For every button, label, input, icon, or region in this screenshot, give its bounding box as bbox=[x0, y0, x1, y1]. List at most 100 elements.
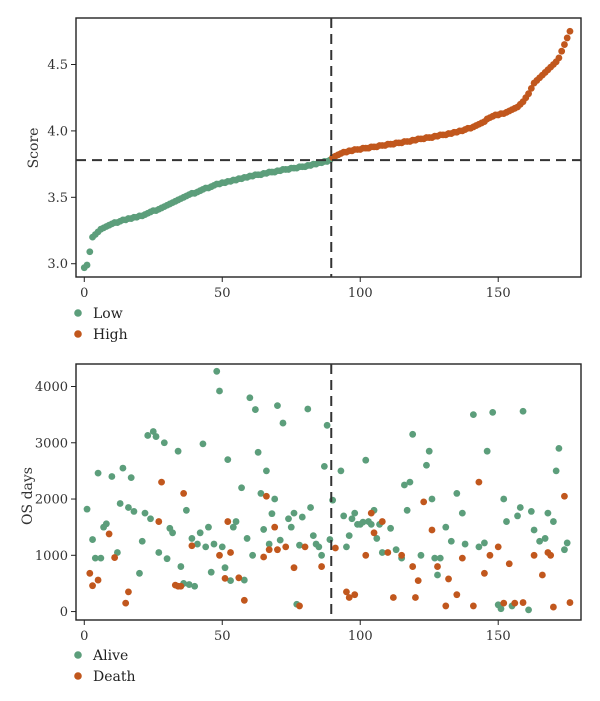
os-point-death bbox=[367, 509, 375, 517]
os-point-alive bbox=[340, 512, 348, 520]
os-axis-ticks: 0 50 100 150 0 1000 2000 3000 4000 bbox=[35, 380, 511, 644]
os-point-alive bbox=[489, 408, 497, 416]
os-point-alive bbox=[447, 537, 455, 545]
score-y-tick-label: 4.5 bbox=[47, 58, 68, 73]
os-point-alive bbox=[497, 605, 505, 613]
os-point-alive bbox=[373, 535, 381, 542]
os-days-scatter-panel: 0 50 100 150 0 1000 2000 3000 4000 OS days bbox=[20, 363, 582, 644]
os-point-death bbox=[290, 564, 298, 572]
legend-marker-alive bbox=[74, 651, 82, 659]
score-y-tick-label: 3.0 bbox=[47, 257, 68, 272]
os-point-alive bbox=[434, 571, 441, 579]
os-point-alive bbox=[428, 495, 436, 503]
os-point-alive bbox=[309, 532, 317, 539]
os-point-alive bbox=[530, 526, 538, 534]
os-point-death bbox=[519, 599, 527, 606]
score-cutoff-lines bbox=[76, 18, 581, 277]
os-point-alive bbox=[503, 518, 510, 525]
os-point-alive bbox=[403, 506, 411, 514]
os-point-death bbox=[414, 577, 422, 585]
os-point-death bbox=[180, 490, 188, 497]
os-point-death bbox=[469, 602, 477, 610]
os-y-tick-label: 2000 bbox=[35, 493, 68, 508]
os-point-alive bbox=[274, 402, 281, 410]
os-point-alive bbox=[194, 540, 201, 548]
os-point-alive bbox=[287, 523, 295, 531]
os-point-death bbox=[188, 542, 196, 550]
os-point-alive bbox=[351, 509, 359, 517]
os-point-alive bbox=[221, 564, 229, 572]
os-point-alive bbox=[240, 576, 248, 584]
os-point-death bbox=[227, 549, 234, 556]
os-point-alive bbox=[210, 540, 218, 548]
os-point-alive bbox=[254, 448, 262, 456]
os-point-death bbox=[263, 492, 270, 500]
os-point-alive bbox=[550, 518, 557, 525]
os-point-death bbox=[412, 594, 419, 601]
score-scatter-panel: 0 50 100 150 3.0 3.5 4.0 4.5 Score bbox=[26, 17, 582, 301]
os-point-alive bbox=[163, 555, 171, 563]
os-point-death bbox=[428, 526, 436, 534]
os-point-death bbox=[224, 518, 232, 525]
os-point-alive bbox=[453, 490, 461, 497]
os-point-death bbox=[86, 569, 94, 577]
os-point-alive bbox=[304, 405, 312, 413]
os-y-tick-label: 0 bbox=[60, 605, 68, 620]
legend-label-alive: Alive bbox=[92, 648, 128, 664]
os-point-death bbox=[420, 498, 428, 506]
score-x-tick-label: 150 bbox=[486, 286, 511, 301]
os-point-death bbox=[94, 576, 102, 584]
os-point-death bbox=[362, 551, 370, 559]
os-point-alive bbox=[516, 504, 524, 511]
os-point-alive bbox=[138, 537, 146, 545]
os-point-alive bbox=[251, 406, 259, 413]
os-point-alive bbox=[298, 513, 306, 521]
os-point-alive bbox=[425, 447, 433, 455]
os-point-death bbox=[221, 574, 229, 582]
os-point-alive bbox=[188, 535, 196, 542]
os-point-death bbox=[434, 563, 441, 570]
score-point-high bbox=[527, 84, 535, 92]
os-point-alive bbox=[318, 551, 325, 559]
os-point-alive bbox=[323, 421, 331, 429]
os-point-alive bbox=[362, 456, 370, 464]
legend-label-high: High bbox=[93, 327, 128, 343]
os-point-alive bbox=[263, 467, 270, 475]
os-point-alive bbox=[307, 504, 314, 511]
os-point-death bbox=[260, 553, 268, 561]
legend-marker-high bbox=[74, 330, 82, 338]
os-point-alive bbox=[199, 440, 207, 448]
os-point-alive bbox=[345, 532, 353, 539]
os-point-alive bbox=[400, 481, 408, 489]
os-point-alive bbox=[348, 515, 356, 523]
os-days-points bbox=[83, 367, 574, 614]
os-point-alive bbox=[378, 549, 386, 556]
os-point-alive bbox=[483, 447, 491, 455]
os-point-alive bbox=[536, 537, 544, 545]
os-point-death bbox=[125, 588, 132, 596]
os-point-alive bbox=[218, 543, 226, 551]
os-point-death bbox=[442, 602, 450, 610]
os-point-alive bbox=[257, 490, 265, 497]
score-point-high bbox=[566, 27, 574, 35]
os-point-death bbox=[500, 599, 508, 607]
os-point-alive bbox=[271, 495, 279, 503]
os-point-alive bbox=[191, 582, 199, 590]
os-point-alive bbox=[182, 506, 190, 514]
os-point-death bbox=[458, 554, 466, 562]
os-point-alive bbox=[119, 464, 127, 472]
os-point-alive bbox=[249, 551, 257, 559]
os-point-alive bbox=[555, 445, 563, 452]
os-point-alive bbox=[116, 500, 124, 507]
os-point-death bbox=[398, 551, 406, 559]
os-point-death bbox=[389, 594, 397, 601]
os-point-alive bbox=[185, 581, 193, 588]
os-point-alive bbox=[229, 523, 237, 531]
score-x-tick-label: 0 bbox=[80, 286, 88, 301]
os-point-alive bbox=[541, 535, 549, 542]
score-x-tick-label: 100 bbox=[348, 286, 373, 301]
score-legend: Low High bbox=[74, 306, 128, 343]
os-point-alive bbox=[326, 536, 334, 543]
os-point-alive bbox=[276, 536, 284, 544]
os-point-alive bbox=[127, 474, 135, 482]
